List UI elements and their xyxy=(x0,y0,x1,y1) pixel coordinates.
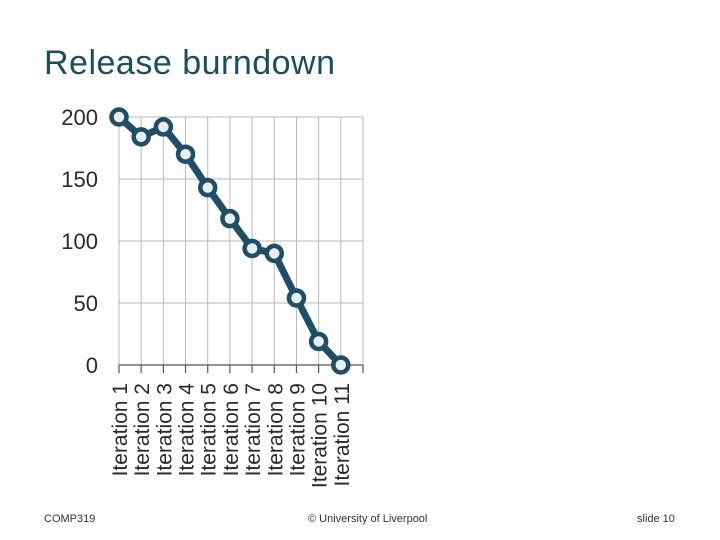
data-point xyxy=(131,127,151,147)
footer-copyright: © University of Liverpool xyxy=(308,513,428,525)
data-point xyxy=(286,288,307,308)
x-tick-label: Iteration 4 xyxy=(176,383,199,477)
x-tick-label: Iteration 8 xyxy=(264,383,287,476)
x-tick-label: Iteration 10 xyxy=(309,383,332,488)
x-tick-label: Iteration 11 xyxy=(331,383,354,487)
x-tick-label: Iteration 6 xyxy=(220,383,243,476)
data-point xyxy=(153,117,174,137)
x-tick-label: Iteration 9 xyxy=(286,383,309,476)
y-tick-label: 0 xyxy=(86,353,98,378)
data-point xyxy=(308,331,329,352)
x-tick-label: Iteration 1 xyxy=(109,383,132,476)
data-point xyxy=(109,107,129,127)
y-tick-label: 100 xyxy=(61,229,98,254)
x-tick-label: Iteration 5 xyxy=(198,383,221,476)
y-tick-label: 50 xyxy=(74,291,98,316)
data-point xyxy=(220,208,240,229)
y-tick-label: 200 xyxy=(61,105,98,130)
footer-course-code: COMP319 xyxy=(44,513,96,525)
slide-title: Release burndown xyxy=(44,44,336,82)
footer-slide-number: slide 10 xyxy=(637,513,675,525)
x-tick-label: Iteration 3 xyxy=(153,383,176,476)
chart-grid xyxy=(118,116,364,366)
data-point xyxy=(242,238,262,259)
y-tick-label: 150 xyxy=(61,167,98,192)
x-tick-label: Iteration 2 xyxy=(131,383,154,476)
data-point xyxy=(197,177,218,198)
x-tick-label: Iteration 7 xyxy=(242,383,265,476)
data-point xyxy=(175,144,196,164)
data-point xyxy=(331,355,351,375)
data-point xyxy=(264,243,285,264)
